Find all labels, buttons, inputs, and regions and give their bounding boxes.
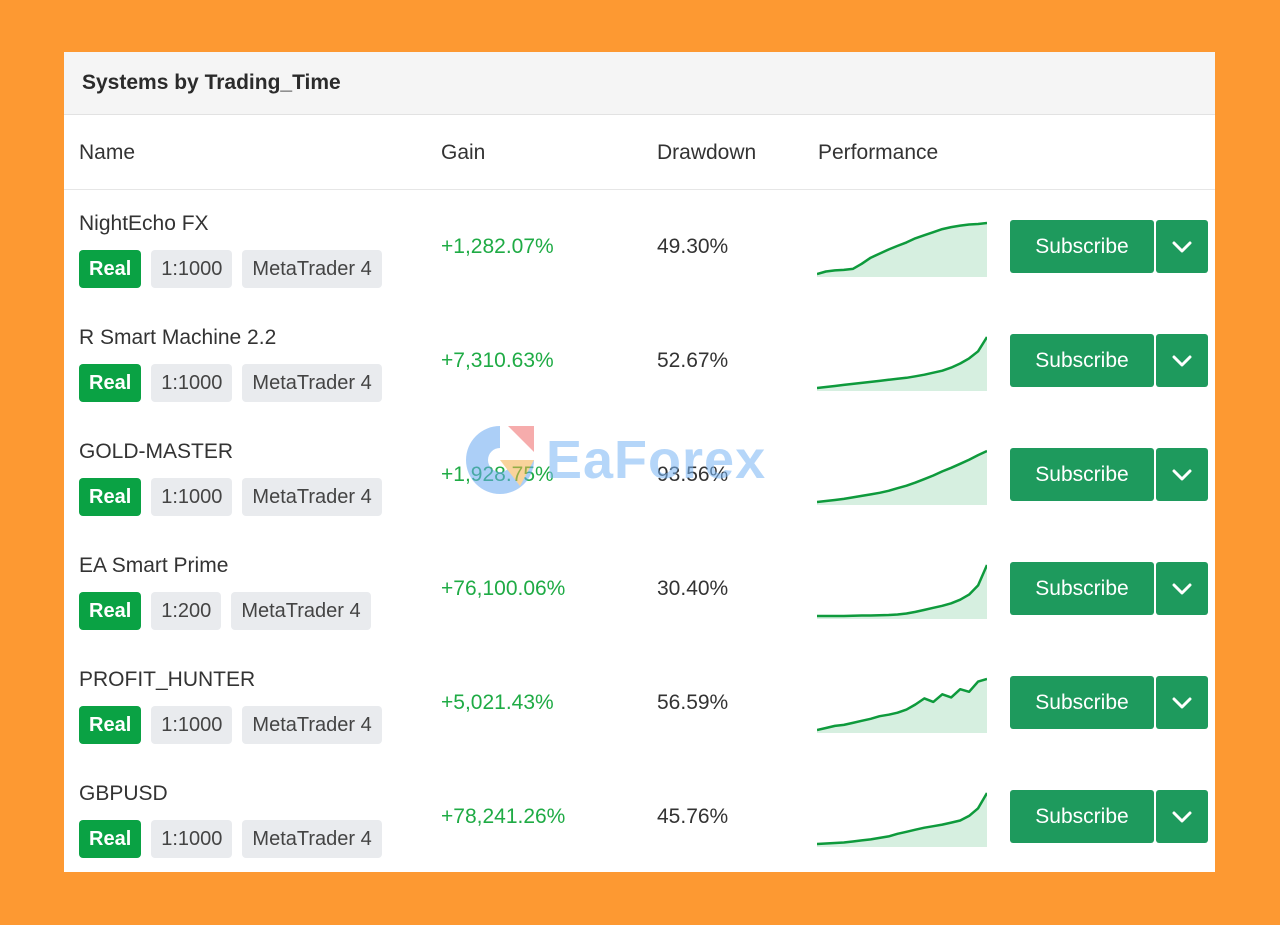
table-row: GOLD-MASTER Real 1:1000 MetaTrader 4 +1,… [64, 418, 1215, 532]
system-name[interactable]: EA Smart Prime [79, 554, 229, 577]
sparkline-area [817, 679, 987, 733]
system-name[interactable]: NightEcho FX [79, 212, 209, 235]
drawdown-value: 93.56% [657, 463, 729, 486]
gain-value: +1,282.07% [441, 235, 554, 258]
system-tags: Real 1:1000 MetaTrader 4 [79, 364, 382, 402]
account-type-badge: Real [79, 478, 142, 516]
subscribe-options-dropdown[interactable] [1156, 790, 1208, 843]
leverage-badge: 1:1000 [151, 706, 233, 744]
table-row: GBPUSD Real 1:1000 MetaTrader 4 +78,241.… [64, 760, 1215, 874]
sparkline-area [817, 223, 987, 277]
subscribe-options-dropdown[interactable] [1156, 676, 1208, 729]
gain-value: +1,928.75% [441, 463, 554, 486]
account-type-badge: Real [79, 820, 142, 858]
leverage-badge: 1:1000 [151, 820, 233, 858]
column-performance: Performance [818, 141, 939, 164]
drawdown-value: 49.30% [657, 235, 729, 258]
subscribe-button[interactable]: Subscribe [1010, 790, 1154, 843]
leverage-badge: 1:1000 [151, 250, 233, 288]
performance-sparkline [817, 336, 987, 391]
platform-badge: MetaTrader 4 [231, 592, 371, 630]
sparkline-area [817, 565, 987, 619]
account-type-badge: Real [79, 364, 142, 402]
gain-value: +5,021.43% [441, 691, 554, 714]
performance-sparkline [817, 677, 987, 733]
performance-sparkline [817, 564, 987, 619]
systems-table-body: NightEcho FX Real 1:1000 MetaTrader 4 +1… [64, 190, 1215, 874]
table-header: Name Gain Drawdown Performance [64, 115, 1215, 190]
chevron-down-icon [1172, 355, 1192, 366]
drawdown-value: 52.67% [657, 349, 729, 372]
table-row: EA Smart Prime Real 1:200 MetaTrader 4 +… [64, 532, 1215, 646]
column-drawdown[interactable]: Drawdown [657, 141, 757, 164]
system-name[interactable]: GBPUSD [79, 782, 168, 805]
panel-title: Systems by Trading_Time [82, 71, 341, 94]
drawdown-value: 56.59% [657, 691, 729, 714]
drawdown-value: 45.76% [657, 805, 729, 828]
system-tags: Real 1:200 MetaTrader 4 [79, 592, 371, 630]
sparkline-line [817, 221, 987, 276]
account-type-badge: Real [79, 706, 142, 744]
systems-panel: Systems by Trading_Time Name Gain Drawdo… [64, 52, 1215, 872]
column-name[interactable]: Name [79, 141, 136, 164]
drawdown-value: 30.40% [657, 577, 729, 600]
platform-badge: MetaTrader 4 [242, 478, 382, 516]
performance-sparkline [817, 449, 987, 505]
gain-value: +7,310.63% [441, 349, 554, 372]
leverage-badge: 1:200 [151, 592, 222, 630]
gain-value: +78,241.26% [441, 805, 566, 828]
subscribe-options-dropdown[interactable] [1156, 334, 1208, 387]
table-row: NightEcho FX Real 1:1000 MetaTrader 4 +1… [64, 190, 1215, 304]
chevron-down-icon [1172, 811, 1192, 822]
platform-badge: MetaTrader 4 [242, 820, 382, 858]
sparkline-area [817, 793, 987, 847]
platform-badge: MetaTrader 4 [242, 706, 382, 744]
sparkline-line [817, 792, 987, 846]
column-gain[interactable]: Gain [441, 141, 486, 164]
sparkline-line [817, 336, 987, 390]
performance-sparkline [817, 221, 987, 277]
system-name[interactable]: R Smart Machine 2.2 [79, 326, 277, 349]
platform-badge: MetaTrader 4 [242, 364, 382, 402]
subscribe-options-dropdown[interactable] [1156, 448, 1208, 501]
sparkline-area [817, 337, 987, 391]
chevron-down-icon [1172, 469, 1192, 480]
platform-badge: MetaTrader 4 [242, 250, 382, 288]
system-tags: Real 1:1000 MetaTrader 4 [79, 706, 382, 744]
table-row: PROFIT_HUNTER Real 1:1000 MetaTrader 4 +… [64, 646, 1215, 760]
sparkline-line [817, 677, 987, 732]
subscribe-button[interactable]: Subscribe [1010, 562, 1154, 615]
system-tags: Real 1:1000 MetaTrader 4 [79, 820, 382, 858]
table-row: R Smart Machine 2.2 Real 1:1000 MetaTrad… [64, 304, 1215, 418]
chevron-down-icon [1172, 583, 1192, 594]
system-name[interactable]: GOLD-MASTER [79, 440, 234, 463]
leverage-badge: 1:1000 [151, 478, 233, 516]
subscribe-button[interactable]: Subscribe [1010, 334, 1154, 387]
leverage-badge: 1:1000 [151, 364, 233, 402]
sparkline-line [817, 564, 987, 618]
subscribe-options-dropdown[interactable] [1156, 220, 1208, 273]
performance-sparkline [817, 792, 987, 847]
panel-header: Systems by Trading_Time [64, 52, 1215, 115]
subscribe-button[interactable]: Subscribe [1010, 676, 1154, 729]
system-name[interactable]: PROFIT_HUNTER [79, 668, 256, 691]
sparkline-line [817, 449, 987, 504]
account-type-badge: Real [79, 250, 142, 288]
system-tags: Real 1:1000 MetaTrader 4 [79, 250, 382, 288]
system-tags: Real 1:1000 MetaTrader 4 [79, 478, 382, 516]
account-type-badge: Real [79, 592, 142, 630]
gain-value: +76,100.06% [441, 577, 566, 600]
chevron-down-icon [1172, 697, 1192, 708]
subscribe-button[interactable]: Subscribe [1010, 448, 1154, 501]
subscribe-button[interactable]: Subscribe [1010, 220, 1154, 273]
subscribe-options-dropdown[interactable] [1156, 562, 1208, 615]
chevron-down-icon [1172, 241, 1192, 252]
sparkline-area [817, 451, 987, 505]
